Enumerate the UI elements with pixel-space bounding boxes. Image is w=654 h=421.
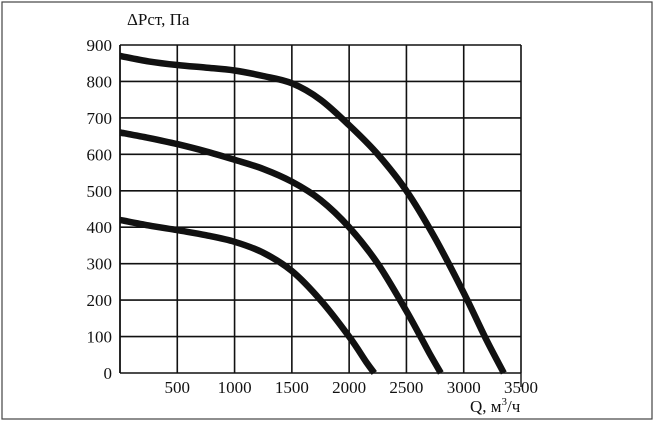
y-tick-label-700: 700 [87,109,113,128]
y-axis-label: ΔPст, Па [127,10,190,29]
y-tick-label-200: 200 [87,291,113,310]
x-tick-label-3500: 3500 [504,378,538,397]
y-tick-label-300: 300 [87,255,113,274]
y-tick-label-400: 400 [87,218,113,237]
fan-curves [119,52,507,375]
x-tick-label-1500: 1500 [275,378,309,397]
y-tick-label-0: 0 [104,364,113,383]
fan-curve-2 [119,129,444,375]
x-tick-label-1000: 1000 [218,378,252,397]
x-tick-label-3000: 3000 [447,378,481,397]
x-tick-label-500: 500 [165,378,191,397]
y-tick-label-600: 600 [87,145,113,164]
tick-labels: 0 100 200 300 400 500 600 700 800 900 500 1000 1500 2… [87,36,539,397]
x-tick-label-2500: 2500 [389,378,423,397]
fan-curve-3 [119,216,377,375]
y-tick-label-900: 900 [87,36,113,55]
y-tick-label-100: 100 [87,328,113,347]
fan-curve-1 [119,52,507,375]
x-axis-label: Q, м3/ч [470,396,521,416]
y-tick-label-500: 500 [87,182,113,201]
x-tick-label-2000: 2000 [332,378,366,397]
grid [119,44,522,387]
y-tick-label-800: 800 [87,72,113,91]
